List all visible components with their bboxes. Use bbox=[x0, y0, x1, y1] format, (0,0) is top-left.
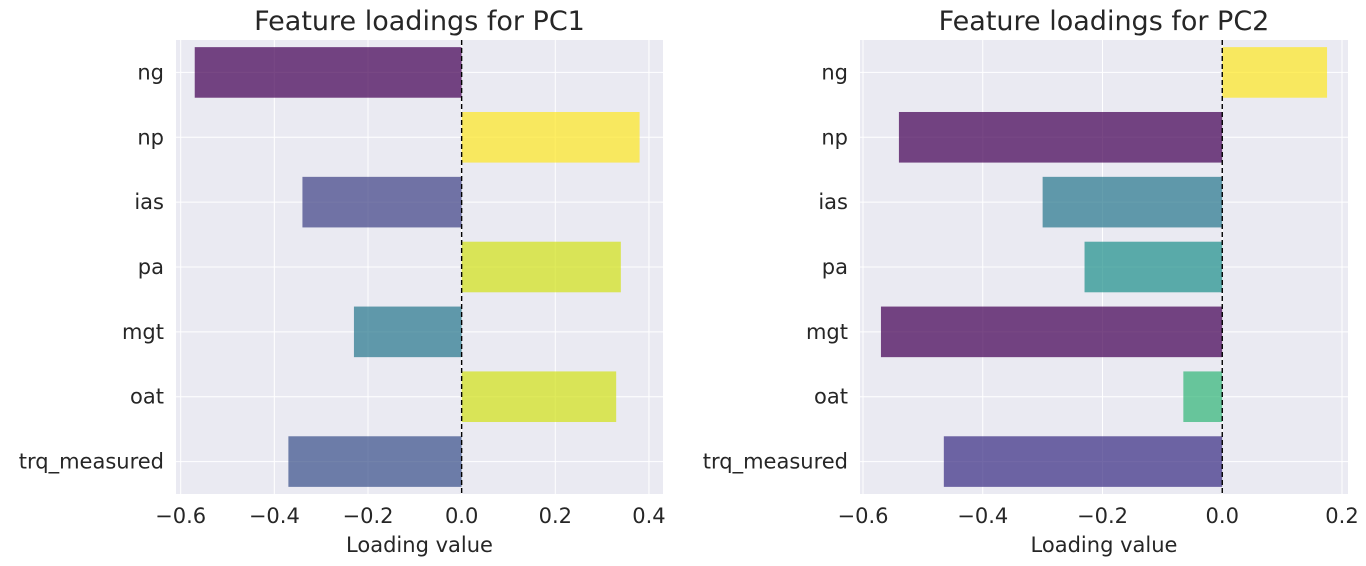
x-tick-label: 0.4 bbox=[632, 504, 665, 528]
chart-title: Feature loadings for PC1 bbox=[254, 6, 585, 37]
y-tick-label: pa bbox=[822, 255, 848, 279]
y-tick-label: oat bbox=[130, 385, 164, 409]
pc2-loadings-chart: ng np ias pa mgt oat trq_measured −0.6 −0.4 −0.2 0… bbox=[703, 6, 1359, 557]
x-tick-label: −0.4 bbox=[249, 504, 300, 528]
x-tick-label: −0.6 bbox=[155, 504, 206, 528]
bar-np bbox=[461, 111, 640, 163]
x-tick-label: 0.0 bbox=[1206, 504, 1239, 528]
pc1-loadings-chart: ng np ias pa mgt oat trq_measured −0.6 −0.4 −0.2 0… bbox=[19, 6, 666, 557]
bar-oat bbox=[461, 371, 617, 423]
chart-title: Feature loadings for PC2 bbox=[939, 6, 1270, 37]
x-tick-label: 0.2 bbox=[539, 504, 572, 528]
bar-mgt bbox=[353, 306, 462, 358]
bar-np bbox=[898, 111, 1223, 163]
bar-ng bbox=[1222, 47, 1328, 98]
bar-pa bbox=[461, 241, 621, 293]
x-tick-label: 0.2 bbox=[1325, 504, 1358, 528]
y-tick-label: np bbox=[137, 125, 164, 149]
y-tick-label: pa bbox=[138, 255, 164, 279]
y-tick-label: mgt bbox=[122, 320, 164, 344]
x-tick-label: −0.6 bbox=[837, 504, 888, 528]
y-tick-label: trq_measured bbox=[19, 450, 164, 475]
y-tick-label: trq_measured bbox=[703, 450, 848, 475]
bar-pa bbox=[1084, 241, 1223, 293]
y-tick-label: np bbox=[821, 125, 848, 149]
bar-trq_measured bbox=[288, 436, 462, 487]
bar-oat bbox=[1183, 371, 1223, 423]
x-axis-label: Loading value bbox=[346, 533, 493, 557]
y-tick-label: ng bbox=[137, 60, 164, 84]
bar-ng bbox=[194, 47, 462, 98]
x-tick-label: −0.4 bbox=[957, 504, 1008, 528]
x-tick-label: 0.0 bbox=[445, 504, 478, 528]
x-axis-label: Loading value bbox=[1031, 533, 1178, 557]
bar-trq_measured bbox=[943, 436, 1223, 487]
y-tick-label: ng bbox=[821, 60, 848, 84]
x-tick-label: −0.2 bbox=[342, 504, 393, 528]
x-tick-label: −0.2 bbox=[1077, 504, 1128, 528]
bar-mgt bbox=[880, 306, 1223, 358]
y-tick-label: mgt bbox=[806, 320, 848, 344]
bar-ias bbox=[302, 176, 462, 228]
bar-ias bbox=[1042, 176, 1223, 228]
y-tick-label: ias bbox=[134, 190, 164, 214]
y-tick-label: ias bbox=[818, 190, 848, 214]
y-tick-label: oat bbox=[814, 385, 848, 409]
